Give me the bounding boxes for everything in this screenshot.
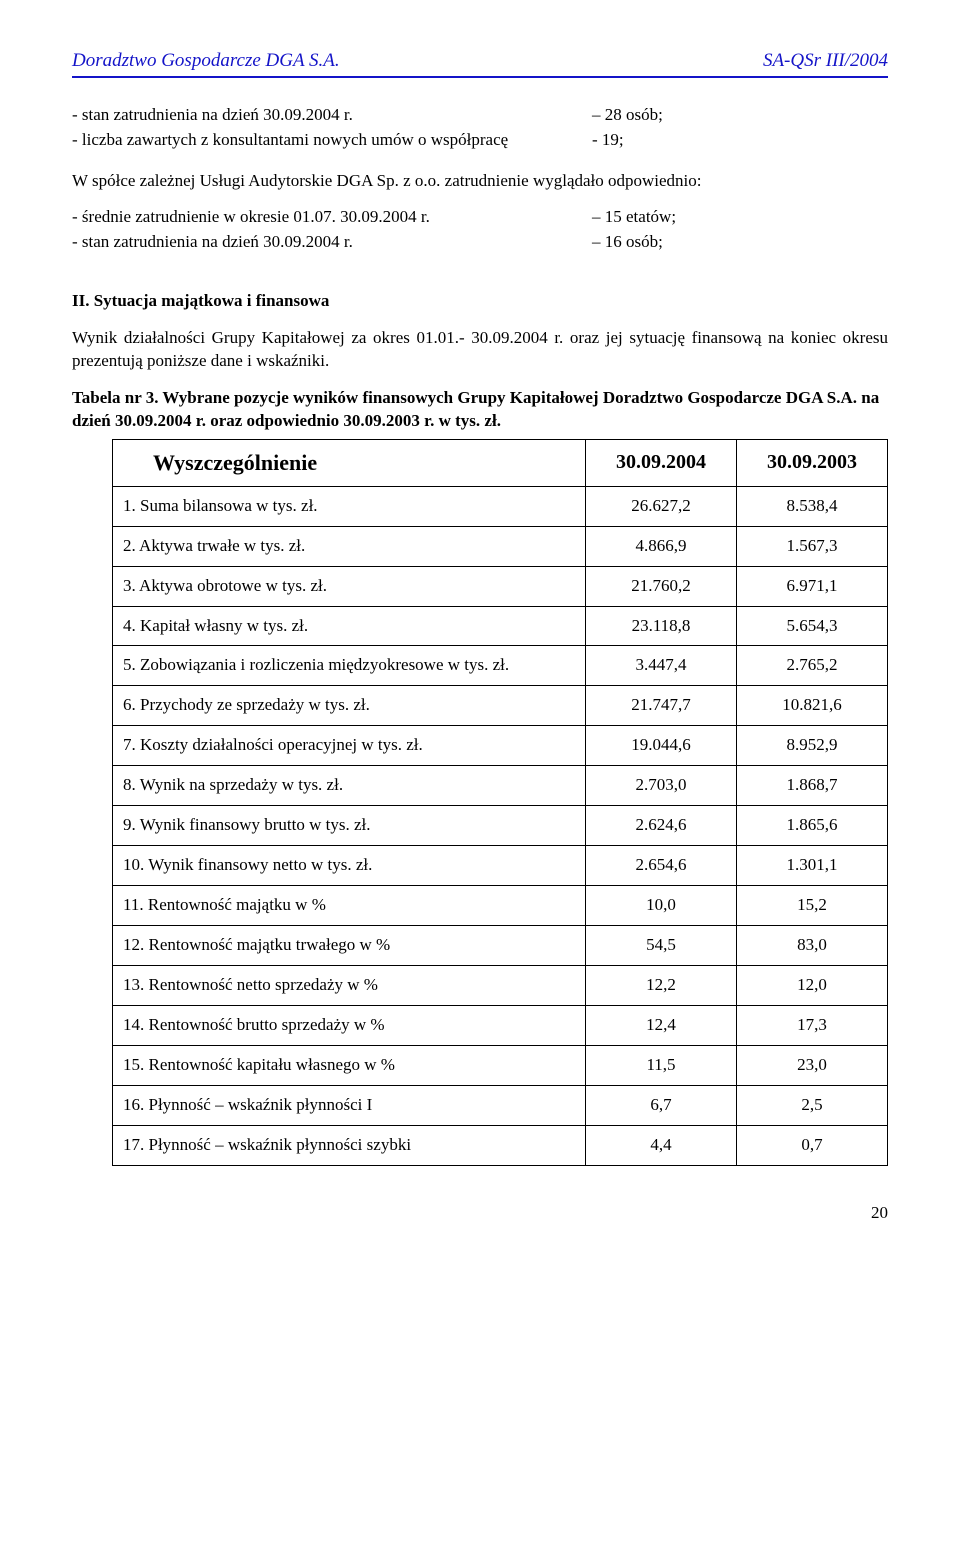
row-label: 10. Wynik finansowy netto w tys. zł.	[113, 846, 586, 886]
intro2-line-1: - średnie zatrudnienie w okresie 01.07. …	[72, 206, 888, 229]
row-label: 1. Suma bilansowa w tys. zł.	[113, 486, 586, 526]
row-value-2: 1.865,6	[737, 806, 888, 846]
row-value-2: 17,3	[737, 1005, 888, 1045]
page-number: 20	[72, 1202, 888, 1225]
row-value-2: 2.765,2	[737, 646, 888, 686]
header-left: Doradztwo Gospodarcze DGA S.A.	[72, 48, 340, 74]
row-value-2: 8.952,9	[737, 726, 888, 766]
row-label: 3. Aktywa obrotowe w tys. zł.	[113, 566, 586, 606]
intro-line-1-label: - stan zatrudnienia na dzień 30.09.2004 …	[72, 104, 592, 127]
section-2-paragraph: Wynik działalności Grupy Kapitałowej za …	[72, 327, 888, 373]
row-label: 15. Rentowność kapitału własnego w %	[113, 1045, 586, 1085]
paragraph-1: W spółce zależnej Usługi Audytorskie DGA…	[72, 170, 888, 193]
intro2-line-1-value: – 15 etatów;	[592, 206, 676, 229]
row-value-1: 2.703,0	[586, 766, 737, 806]
table-row: 2. Aktywa trwałe w tys. zł.4.866,91.567,…	[113, 526, 888, 566]
row-value-1: 11,5	[586, 1045, 737, 1085]
intro2-line-1-label: - średnie zatrudnienie w okresie 01.07. …	[72, 206, 592, 229]
header-right: SA-QSr III/2004	[763, 48, 888, 74]
table-row: 16. Płynność – wskaźnik płynności I6,72,…	[113, 1085, 888, 1125]
row-value-2: 1.301,1	[737, 846, 888, 886]
row-value-1: 12,4	[586, 1005, 737, 1045]
intro2-line-2: - stan zatrudnienia na dzień 30.09.2004 …	[72, 231, 888, 254]
row-value-2: 1.567,3	[737, 526, 888, 566]
table-row: 15. Rentowność kapitału własnego w %11,5…	[113, 1045, 888, 1085]
row-value-1: 2.654,6	[586, 846, 737, 886]
page-header: Doradztwo Gospodarcze DGA S.A. SA-QSr II…	[72, 48, 888, 74]
intro-line-1-value: – 28 osób;	[592, 104, 663, 127]
row-value-1: 2.624,6	[586, 806, 737, 846]
row-value-1: 6,7	[586, 1085, 737, 1125]
intro-line-2-value: - 19;	[592, 129, 624, 152]
row-label: 5. Zobowiązania i rozliczenia międzyokre…	[113, 646, 586, 686]
row-label: 6. Przychody ze sprzedaży w tys. zł.	[113, 686, 586, 726]
row-label: 2. Aktywa trwałe w tys. zł.	[113, 526, 586, 566]
table-row: 10. Wynik finansowy netto w tys. zł.2.65…	[113, 846, 888, 886]
table-head-label: Wyszczególnienie	[113, 440, 586, 487]
table-row: 4. Kapitał własny w tys. zł.23.118,85.65…	[113, 606, 888, 646]
table-caption: Tabela nr 3. Wybrane pozycje wyników fin…	[72, 387, 888, 433]
table-row: 3. Aktywa obrotowe w tys. zł.21.760,26.9…	[113, 566, 888, 606]
table-row: 12. Rentowność majątku trwałego w %54,58…	[113, 926, 888, 966]
table-row: 5. Zobowiązania i rozliczenia międzyokre…	[113, 646, 888, 686]
row-label: 11. Rentowność majątku w %	[113, 886, 586, 926]
row-value-1: 21.760,2	[586, 566, 737, 606]
row-value-2: 23,0	[737, 1045, 888, 1085]
table-row: 13. Rentowność netto sprzedaży w %12,212…	[113, 965, 888, 1005]
row-value-2: 0,7	[737, 1125, 888, 1165]
table-row: 8. Wynik na sprzedaży w tys. zł.2.703,01…	[113, 766, 888, 806]
row-label: 12. Rentowność majątku trwałego w %	[113, 926, 586, 966]
row-value-1: 12,2	[586, 965, 737, 1005]
row-label: 14. Rentowność brutto sprzedaży w %	[113, 1005, 586, 1045]
section-2-title: II. Sytuacja majątkowa i finansowa	[72, 290, 888, 313]
intro2-line-2-value: – 16 osób;	[592, 231, 663, 254]
row-value-1: 19.044,6	[586, 726, 737, 766]
table-row: 6. Przychody ze sprzedaży w tys. zł.21.7…	[113, 686, 888, 726]
table-row: 14. Rentowność brutto sprzedaży w %12,41…	[113, 1005, 888, 1045]
table-head-col1: 30.09.2004	[586, 440, 737, 487]
table-row: 1. Suma bilansowa w tys. zł.26.627,28.53…	[113, 486, 888, 526]
row-label: 16. Płynność – wskaźnik płynności I	[113, 1085, 586, 1125]
intro-line-2-label: - liczba zawartych z konsultantami nowyc…	[72, 129, 592, 152]
row-value-2: 10.821,6	[737, 686, 888, 726]
header-rule	[72, 76, 888, 78]
row-value-2: 5.654,3	[737, 606, 888, 646]
row-value-2: 8.538,4	[737, 486, 888, 526]
row-value-2: 83,0	[737, 926, 888, 966]
row-value-2: 2,5	[737, 1085, 888, 1125]
row-value-2: 12,0	[737, 965, 888, 1005]
row-value-2: 1.868,7	[737, 766, 888, 806]
intro-line-2: - liczba zawartych z konsultantami nowyc…	[72, 129, 888, 152]
row-value-2: 15,2	[737, 886, 888, 926]
table-row: 11. Rentowność majątku w %10,015,2	[113, 886, 888, 926]
row-label: 13. Rentowność netto sprzedaży w %	[113, 965, 586, 1005]
row-label: 7. Koszty działalności operacyjnej w tys…	[113, 726, 586, 766]
row-value-1: 4.866,9	[586, 526, 737, 566]
intro-line-1: - stan zatrudnienia na dzień 30.09.2004 …	[72, 104, 888, 127]
table-header-row: Wyszczególnienie 30.09.2004 30.09.2003	[113, 440, 888, 487]
row-value-1: 21.747,7	[586, 686, 737, 726]
row-value-2: 6.971,1	[737, 566, 888, 606]
row-label: 4. Kapitał własny w tys. zł.	[113, 606, 586, 646]
row-label: 8. Wynik na sprzedaży w tys. zł.	[113, 766, 586, 806]
row-label: 9. Wynik finansowy brutto w tys. zł.	[113, 806, 586, 846]
row-label: 17. Płynność – wskaźnik płynności szybki	[113, 1125, 586, 1165]
row-value-1: 10,0	[586, 886, 737, 926]
intro2-line-2-label: - stan zatrudnienia na dzień 30.09.2004 …	[72, 231, 592, 254]
row-value-1: 3.447,4	[586, 646, 737, 686]
row-value-1: 23.118,8	[586, 606, 737, 646]
table-row: 7. Koszty działalności operacyjnej w tys…	[113, 726, 888, 766]
table-head-col2: 30.09.2003	[737, 440, 888, 487]
row-value-1: 54,5	[586, 926, 737, 966]
row-value-1: 4,4	[586, 1125, 737, 1165]
table-row: 17. Płynność – wskaźnik płynności szybki…	[113, 1125, 888, 1165]
row-value-1: 26.627,2	[586, 486, 737, 526]
financial-table: Wyszczególnienie 30.09.2004 30.09.2003 1…	[112, 439, 888, 1166]
table-row: 9. Wynik finansowy brutto w tys. zł.2.62…	[113, 806, 888, 846]
